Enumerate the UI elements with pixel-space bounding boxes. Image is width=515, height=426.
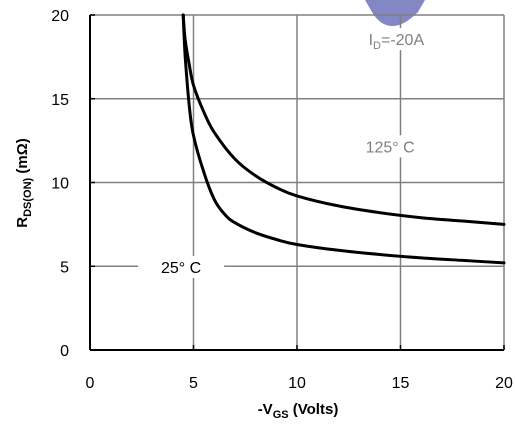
annotation-id-suffix: =-20A xyxy=(381,32,424,49)
annotation-id-sub: D xyxy=(373,40,381,52)
x-tick-label-0: 0 xyxy=(86,375,95,392)
x-tick-label-3: 15 xyxy=(392,375,410,392)
x-axis-title-sub: GS xyxy=(273,409,289,421)
series-line-25c xyxy=(181,13,506,265)
y-axis-title: RDS(ON) (mΩ) xyxy=(14,138,34,227)
annotation-bg-id xyxy=(354,28,439,51)
y-tick-labels: 0 5 10 15 20 xyxy=(51,8,95,360)
logo-fragment-icon xyxy=(365,0,425,26)
annotation-t25: 25° C xyxy=(161,260,201,277)
annotations: ID=-20A 125° C 25° C xyxy=(138,28,439,278)
y-axis-title-sub: DS(ON) xyxy=(22,177,34,216)
y-tick-label-2: 10 xyxy=(51,176,69,193)
y-tick-label-0: 0 xyxy=(60,343,69,360)
y-axis-title-prefix: R xyxy=(14,217,31,228)
y-tick-label-3: 15 xyxy=(51,92,69,109)
x-tick-label-1: 5 xyxy=(189,375,198,392)
x-tick-labels: 0 5 10 15 20 xyxy=(86,345,513,392)
x-axis-title-prefix: -V xyxy=(258,401,273,418)
y-tick-label-1: 5 xyxy=(60,259,69,276)
annotation-id-prefix: I xyxy=(369,32,373,49)
grid-layer xyxy=(90,15,504,350)
series-line-125c xyxy=(181,13,506,226)
y-tick-label-4: 20 xyxy=(51,8,69,25)
annotation-bg-t125 xyxy=(351,135,430,158)
x-tick-label-4: 20 xyxy=(495,375,513,392)
x-tick-label-2: 10 xyxy=(288,375,306,392)
annotation-id: ID=-20A xyxy=(369,32,425,52)
annotation-bg-t25 xyxy=(138,255,225,278)
y-axis-title-suffix: (mΩ) xyxy=(14,138,31,178)
x-axis-title: -VGS (Volts) xyxy=(258,401,339,421)
series-layer xyxy=(181,13,506,265)
x-axis-title-suffix: (Volts) xyxy=(289,401,339,418)
annotation-t125: 125° C xyxy=(366,139,415,156)
